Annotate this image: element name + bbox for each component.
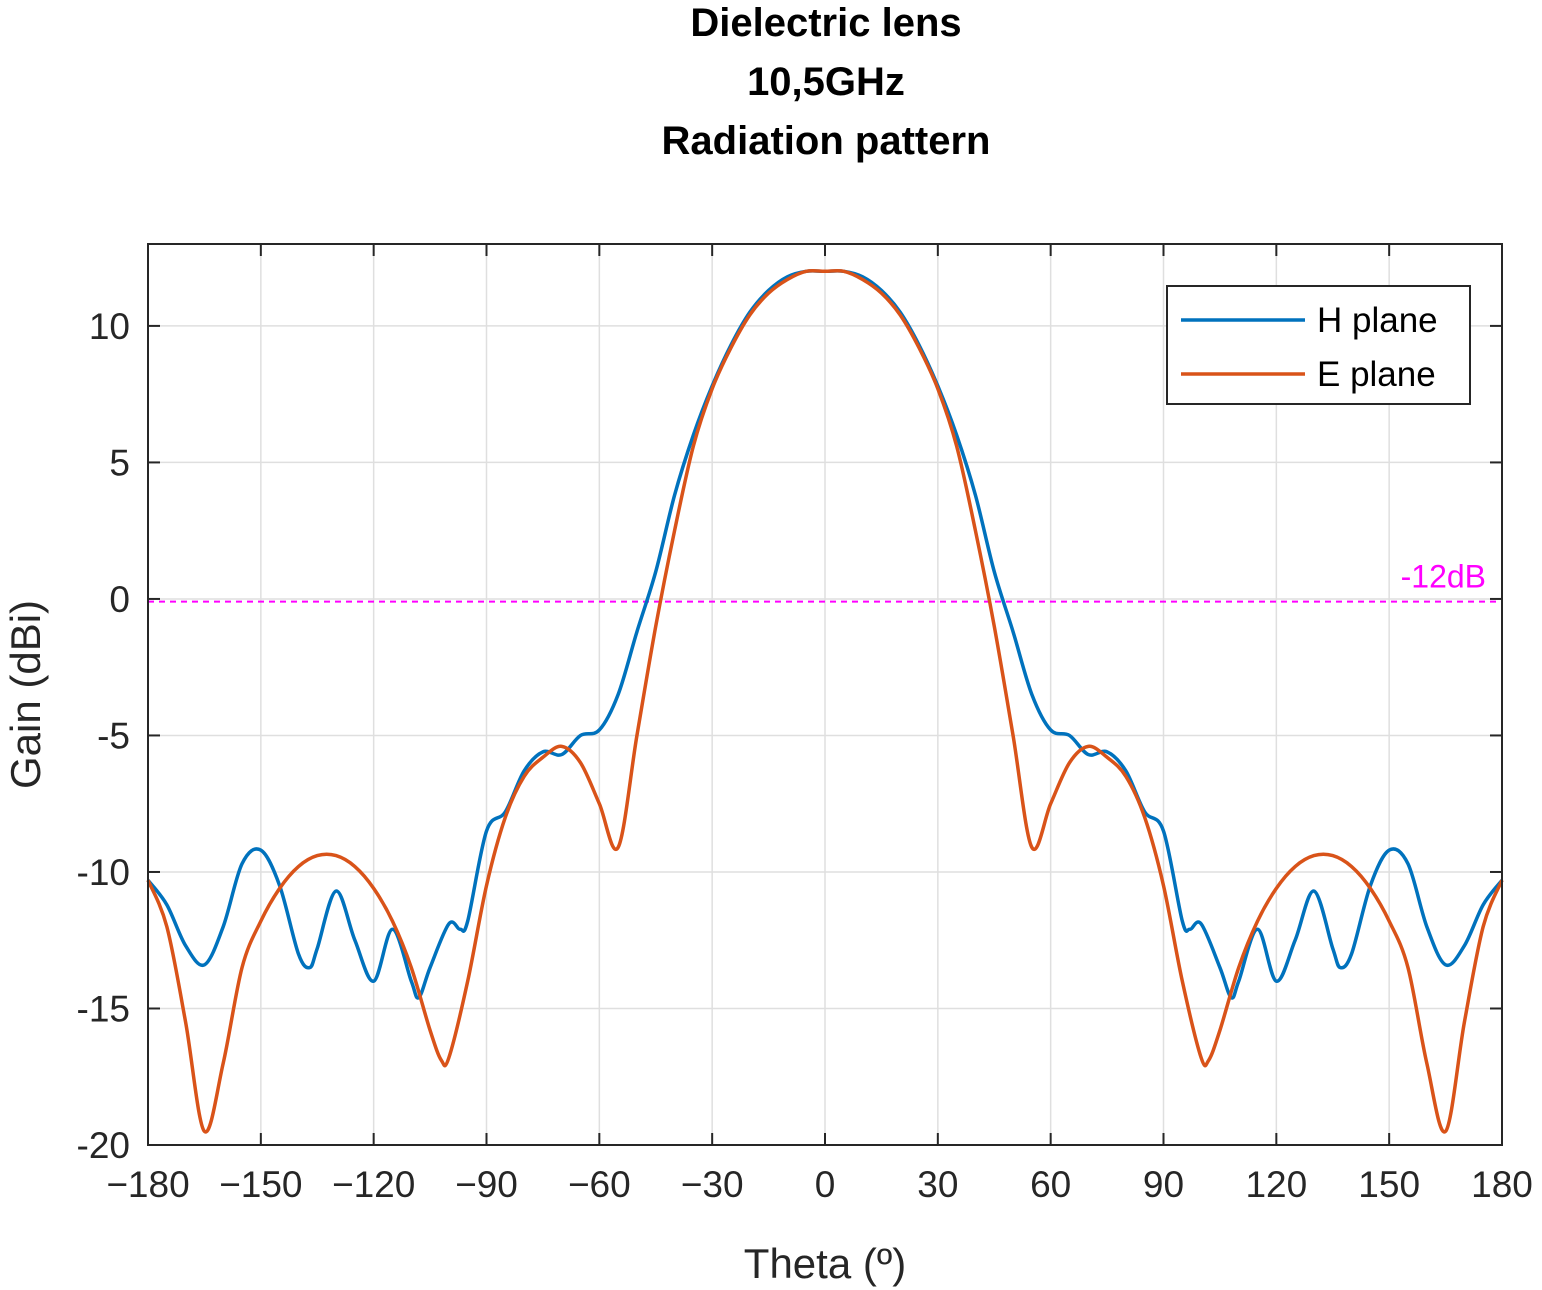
title-line-2: 10,5GHz xyxy=(747,60,905,104)
title-line-1: Dielectric lens xyxy=(690,1,961,45)
x-tick-label: 90 xyxy=(1143,1164,1184,1205)
x-axis-label: Theta (º) xyxy=(744,1240,906,1287)
x-tick-labels: −180 −150 −120 −90 −60 −30 0 30 60 90 120 150 180 xyxy=(106,1164,1533,1205)
chart-title: Dielectric lens 10,5GHz Radiation pattern xyxy=(662,1,991,163)
y-tick-label: -10 xyxy=(77,852,130,893)
x-tick-label: 150 xyxy=(1358,1164,1420,1205)
x-tick-label: −90 xyxy=(455,1164,518,1205)
y-tick-label: -20 xyxy=(77,1125,130,1166)
x-tick-label: −180 xyxy=(106,1164,189,1205)
x-tick-label: 60 xyxy=(1030,1164,1071,1205)
title-line-3: Radiation pattern xyxy=(662,119,991,163)
x-tick-label: 0 xyxy=(815,1164,836,1205)
legend-box xyxy=(1166,285,1471,405)
x-tick-label: −30 xyxy=(681,1164,744,1205)
series-group xyxy=(146,268,1504,1134)
x-tick-label: −60 xyxy=(568,1164,631,1205)
y-tick-labels: -20 -15 -10 -5 0 5 10 xyxy=(77,306,130,1166)
y-tick-label: -15 xyxy=(77,988,130,1029)
x-tick-label: 180 xyxy=(1471,1164,1533,1205)
legend-entry: E plane xyxy=(1317,355,1436,394)
y-tick-label: -5 xyxy=(97,715,130,756)
x-tick-label: 30 xyxy=(917,1164,958,1205)
x-tick-label: −150 xyxy=(219,1164,302,1205)
y-tick-label: 0 xyxy=(109,579,130,620)
y-tick-label: 5 xyxy=(109,442,130,483)
reference-line-group: -12dB xyxy=(148,559,1502,603)
y-tick-label: 10 xyxy=(89,306,130,347)
legend: H plane E plane xyxy=(1166,285,1471,405)
series-line-e-plane xyxy=(146,268,1504,1134)
x-tick-label: −120 xyxy=(332,1164,415,1205)
y-axis-label: Gain (dBi) xyxy=(2,600,49,789)
legend-entry: H plane xyxy=(1317,301,1438,340)
x-tick-label: 120 xyxy=(1245,1164,1307,1205)
ticks xyxy=(147,244,1503,1146)
reference-line-label: -12dB xyxy=(1401,559,1486,595)
